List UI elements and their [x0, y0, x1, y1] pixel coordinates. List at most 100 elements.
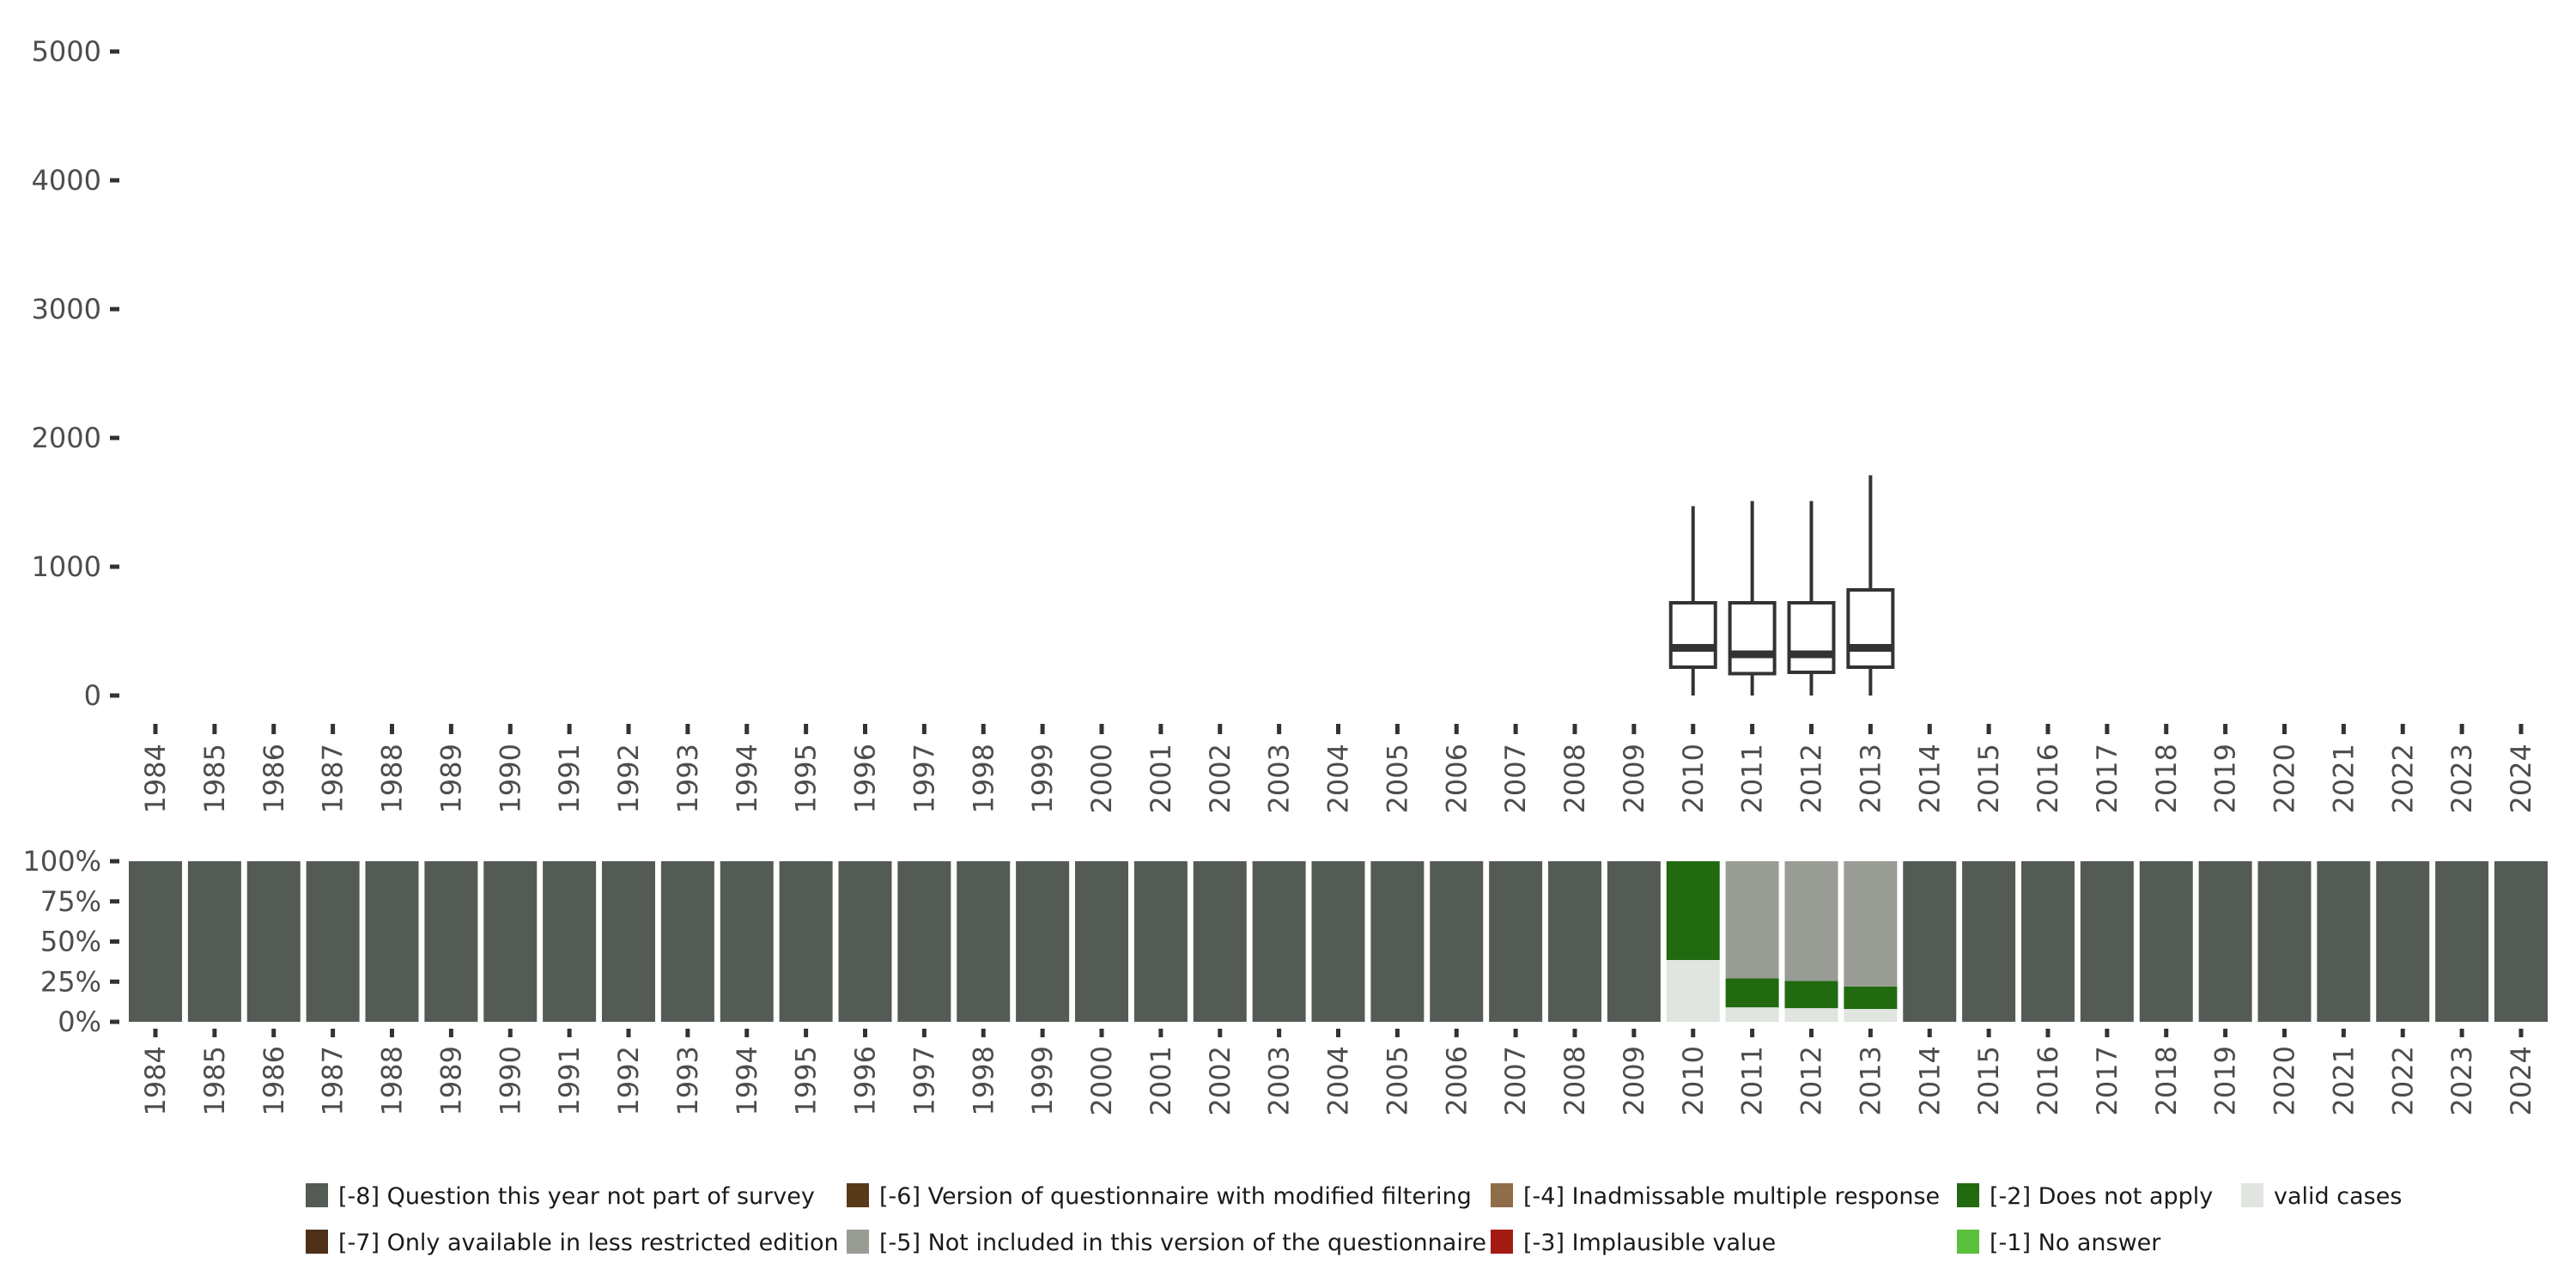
- bar-segment-1988-m8: [365, 861, 419, 1022]
- x-tick-label: 1996: [849, 1046, 882, 1115]
- bar-segment-2002-m8: [1193, 861, 1247, 1022]
- boxplot-2013: [1846, 475, 1895, 696]
- x-tick-label: 2021: [2327, 1046, 2360, 1115]
- x-tick-label: 2024: [2505, 1046, 2537, 1115]
- x-tick-label: 2008: [1558, 744, 1591, 813]
- bar-segment-1997-m8: [897, 861, 951, 1022]
- bar-segment-2006-m8: [1430, 861, 1484, 1022]
- x-tick-label: 2016: [2032, 744, 2064, 813]
- bar-segment-2001-m8: [1133, 861, 1188, 1022]
- bar-segment-1996-m8: [838, 861, 892, 1022]
- bar-segment-1993-m8: [660, 861, 714, 1022]
- x-tick-label: 2010: [1677, 744, 1710, 813]
- bar-segment-2009-m8: [1607, 861, 1661, 1022]
- x-tick-label: 1992: [612, 744, 645, 813]
- x-tick-label: 1997: [908, 1046, 940, 1115]
- legend-swatch: [1491, 1183, 1513, 1207]
- bar-segment-2011-m2: [1725, 978, 1779, 1008]
- x-tick-label: 2003: [1263, 744, 1296, 813]
- x-tick-label: 2010: [1677, 1046, 1710, 1115]
- legend-item: [-1] No answer: [1957, 1230, 2161, 1256]
- legend-swatch: [2241, 1183, 2263, 1207]
- x-tick-label: 2002: [1204, 1046, 1236, 1115]
- x-tick-label: 1996: [849, 744, 882, 813]
- y-tick-label: 0%: [58, 1005, 101, 1038]
- legend-item: [-8] Question this year not part of surv…: [306, 1183, 815, 1210]
- x-tick-label: 2001: [1145, 1046, 1177, 1115]
- x-tick-label: 2012: [1795, 1046, 1828, 1115]
- legend-swatch: [306, 1230, 328, 1254]
- x-tick-label: 2009: [1618, 1046, 1650, 1115]
- x-tick-label: 1989: [434, 1046, 467, 1115]
- x-tick-label: 2007: [1499, 744, 1532, 813]
- y-tick-label: 100%: [23, 845, 101, 878]
- bar-segment-1994-m8: [720, 861, 774, 1022]
- bar-segment-2013-valid: [1844, 1009, 1898, 1022]
- x-tick-label: 2005: [1381, 1046, 1413, 1115]
- legend-item: [-3] Implausible value: [1491, 1230, 1776, 1256]
- x-tick-label: 2018: [2150, 744, 2183, 813]
- x-tick-label: 1984: [139, 1046, 172, 1115]
- x-tick-label: 2000: [1085, 744, 1118, 813]
- x-tick-label: 2019: [2209, 1046, 2242, 1115]
- x-tick-label: 2013: [1854, 744, 1886, 813]
- x-tick-label: 2016: [2032, 1046, 2064, 1115]
- x-tick-label: 1998: [967, 1046, 999, 1115]
- x-tick-label: 2024: [2505, 744, 2537, 813]
- x-tick-label: 2004: [1322, 744, 1355, 813]
- legend-label: [-5] Not included in this version of the…: [879, 1230, 1486, 1256]
- x-tick-label: 2011: [1736, 744, 1769, 813]
- bar-segment-1989-m8: [424, 861, 478, 1022]
- x-tick-label: 1999: [1026, 744, 1059, 813]
- x-tick-label: 1995: [790, 1046, 823, 1115]
- y-tick-label: 25%: [40, 965, 101, 998]
- bar-segment-2019-m8: [2198, 861, 2252, 1022]
- x-tick-label: 2002: [1204, 744, 1236, 813]
- x-tick-label: 1987: [317, 744, 349, 813]
- legend-swatch: [1957, 1230, 1979, 1254]
- y-tick-label: 50%: [40, 926, 101, 958]
- bar-segment-2010-m2: [1666, 861, 1720, 961]
- x-tick-label: 2020: [2269, 1046, 2301, 1115]
- x-tick-label: 2006: [1440, 744, 1473, 813]
- legend-label: [-7] Only available in less restricted e…: [338, 1230, 839, 1256]
- stacked-bar-panel: 0% 25% 50% 75% 100% 1984 1985 1986 1987 1988 1989 1…: [23, 845, 2548, 1115]
- x-tick-label: 1994: [731, 744, 763, 813]
- x-tick-label: 2023: [2445, 1046, 2478, 1115]
- y-tick-label: 75%: [40, 885, 101, 918]
- legend-item: [-4] Inadmissable multiple response: [1491, 1183, 1940, 1210]
- bar-segment-2008-m8: [1548, 861, 1601, 1022]
- legend-swatch: [847, 1183, 869, 1207]
- x-tick-label: 1995: [790, 744, 823, 813]
- x-tick-label: 1985: [198, 1046, 231, 1115]
- legend-label: [-1] No answer: [1990, 1230, 2161, 1256]
- bar-segment-2012-m2: [1784, 981, 1838, 1009]
- x-tick-label: 1991: [553, 1046, 586, 1115]
- bar-segment-2016-m8: [2021, 861, 2075, 1022]
- x-tick-label: 1999: [1026, 1046, 1059, 1115]
- x-tick-label: 2011: [1736, 1046, 1769, 1115]
- x-tick-label: 2003: [1263, 1046, 1296, 1115]
- x-tick-label: 1991: [553, 744, 586, 813]
- bar-segment-2012-valid: [1784, 1008, 1838, 1022]
- x-tick-label: 1992: [612, 1046, 645, 1115]
- x-tick-label: 2017: [2091, 1046, 2123, 1115]
- x-tick-label: 1986: [258, 744, 290, 813]
- iqr-box: [1846, 588, 1895, 669]
- x-tick-label: 1993: [671, 1046, 704, 1115]
- x-tick-label: 2015: [1972, 1046, 2005, 1115]
- bar-segment-2020-m8: [2257, 861, 2312, 1022]
- bar-segment-2005-m8: [1370, 861, 1425, 1022]
- x-tick-label: 2008: [1558, 1046, 1591, 1115]
- legend-label: [-2] Does not apply: [1990, 1183, 2213, 1210]
- x-tick-label: 2009: [1618, 744, 1650, 813]
- bar-segment-2000-m8: [1075, 861, 1128, 1022]
- bar-segment-2007-m8: [1489, 861, 1543, 1022]
- bar-segment-1998-m8: [957, 861, 1011, 1022]
- legend: [-8] Question this year not part of surv…: [306, 1183, 2402, 1256]
- x-tick-label: 2022: [2386, 1046, 2419, 1115]
- bar-segment-2014-m8: [1903, 861, 1957, 1022]
- x-tick-label: 2013: [1854, 1046, 1886, 1115]
- x-tick-label: 1990: [494, 1046, 526, 1115]
- bar-segment-2003-m8: [1252, 861, 1306, 1022]
